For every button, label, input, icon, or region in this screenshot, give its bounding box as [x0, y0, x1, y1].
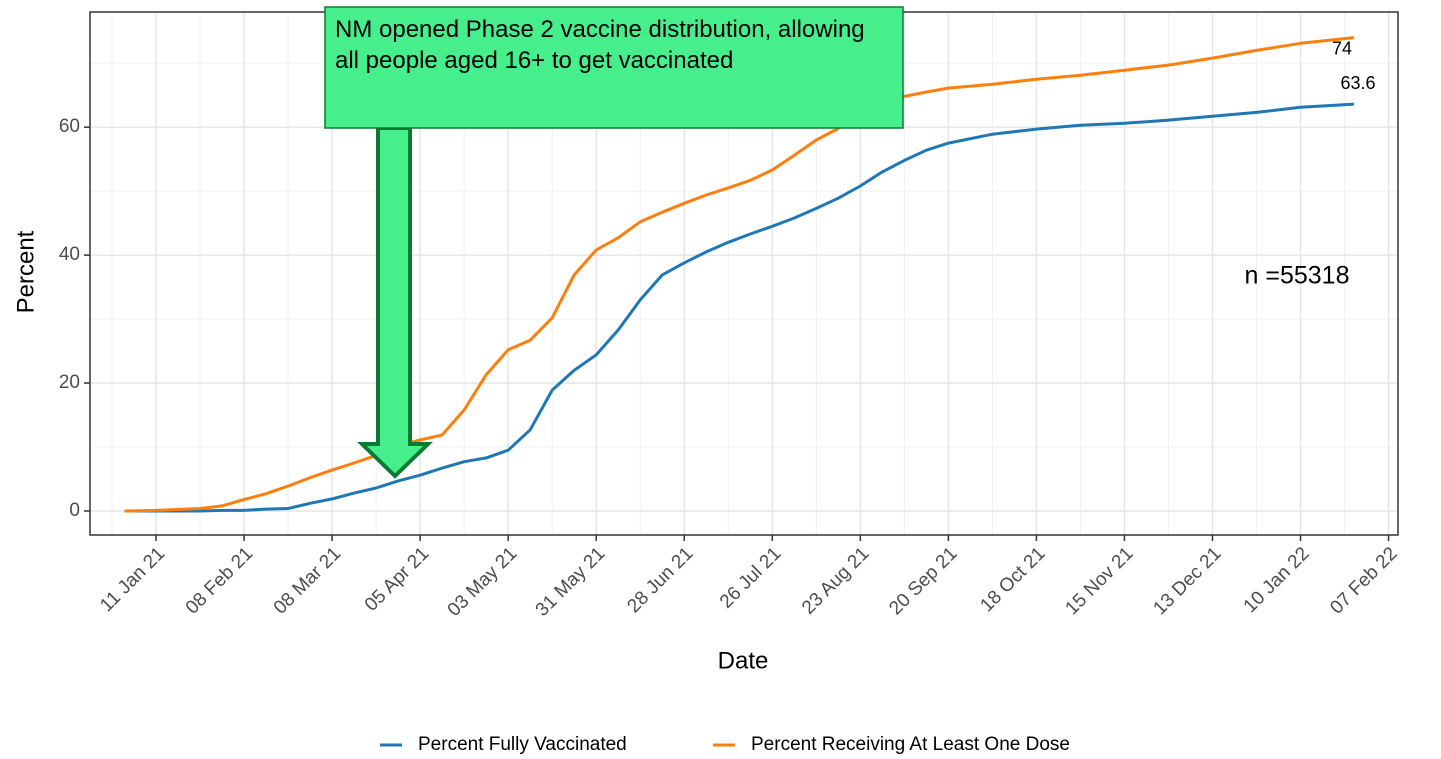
x-tick-label: 10 Jan 22	[1240, 543, 1314, 617]
legend-label: Percent Fully Vaccinated	[418, 734, 627, 755]
series-line	[124, 36, 1355, 513]
legend-label: Percent Receiving At Least One Dose	[751, 734, 1070, 755]
annotation-arrow	[357, 126, 433, 479]
x-tick-label: 13 Dec 21	[1149, 543, 1225, 619]
x-tick-label: 28 Jun 21	[623, 543, 697, 617]
x-tick-label: 08 Mar 21	[270, 543, 345, 618]
x-tick-label: 15 Nov 21	[1061, 543, 1137, 619]
x-tick-label: 31 May 21	[532, 543, 610, 621]
y-tick-label: 0	[69, 500, 80, 521]
annotation-box	[324, 6, 904, 129]
x-tick-label: 11 Jan 21	[96, 543, 169, 616]
end-label: 63.6	[1340, 73, 1375, 93]
y-tick-label: 60	[59, 116, 80, 137]
x-tick-label: 20 Sep 21	[885, 543, 961, 619]
series-line	[124, 102, 1355, 513]
x-tick-label: 18 Oct 21	[976, 543, 1049, 616]
end-label: 74	[1332, 38, 1352, 58]
y-axis-title: Percent	[12, 230, 39, 313]
x-tick-label: 08 Feb 21	[182, 543, 257, 618]
y-tick-label: 20	[59, 372, 80, 393]
x-tick-label: 07 Feb 22	[1326, 543, 1401, 618]
annotation-text: NM opened Phase 2 vaccine distribution, …	[335, 16, 865, 74]
sample-size-note: n =55318	[1245, 262, 1350, 290]
annotation: NM opened Phase 2 vaccine distribution, …	[324, 6, 904, 479]
lines	[124, 36, 1355, 513]
x-tick-label: 23 Aug 21	[798, 543, 873, 618]
annotation-text-box: NM opened Phase 2 vaccine distribution, …	[335, 16, 865, 74]
y-tick-label: 40	[59, 244, 80, 265]
x-axis-title: Date	[718, 647, 769, 674]
x-tick-label: 26 Jul 21	[716, 543, 785, 612]
x-tick-label: 05 Apr 21	[361, 543, 433, 615]
x-tick-label: 03 May 21	[444, 543, 522, 621]
